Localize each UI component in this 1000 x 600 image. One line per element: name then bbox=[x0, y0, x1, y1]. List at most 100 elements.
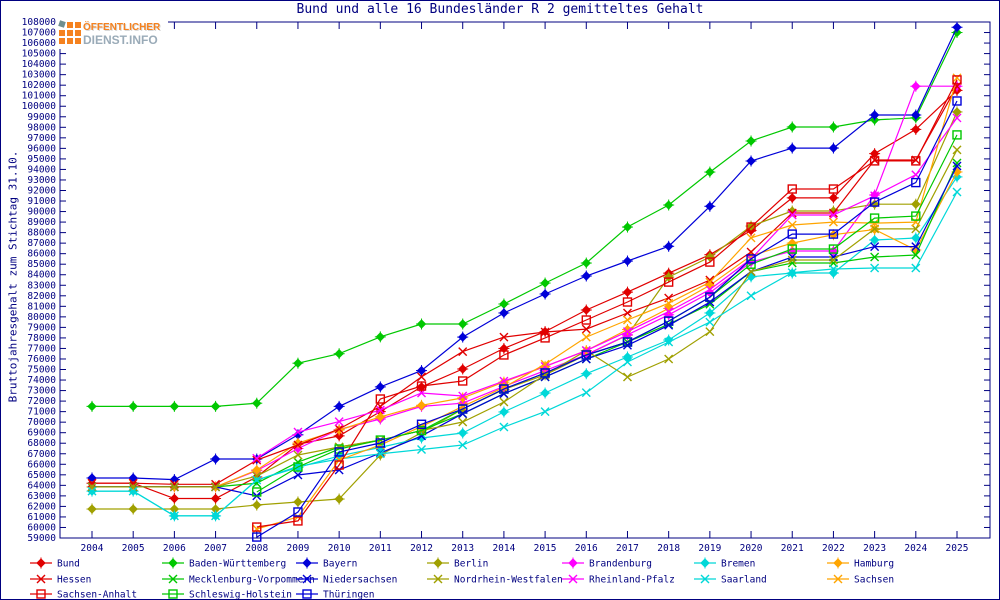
logo-square bbox=[75, 38, 81, 44]
x-tick-label: 2016 bbox=[575, 543, 598, 554]
x-tick-label: 2017 bbox=[616, 543, 639, 554]
y-tick-label: 91000 bbox=[27, 196, 56, 207]
logo-square bbox=[59, 30, 65, 36]
legend-label: Hamburg bbox=[854, 559, 894, 570]
logo-text-line2: DIENST.INFO bbox=[83, 33, 158, 47]
series-sachsen bbox=[252, 73, 962, 534]
legend-label: Brandenburg bbox=[589, 559, 652, 570]
y-tick-label: 72000 bbox=[27, 396, 56, 407]
logo-square bbox=[67, 22, 73, 28]
legend-item-brandenburg: Brandenburg bbox=[562, 557, 652, 570]
series-brandenburg bbox=[86, 80, 963, 493]
y-tick-label: 83000 bbox=[27, 280, 56, 291]
x-tick-label: 2015 bbox=[534, 543, 557, 554]
y-tick-label: 92000 bbox=[27, 185, 56, 196]
x-tick-label: 2019 bbox=[698, 543, 721, 554]
y-tick-label: 97000 bbox=[27, 133, 56, 144]
logo-square bbox=[67, 38, 73, 44]
y-tick-label: 61000 bbox=[27, 512, 56, 523]
y-tick-label: 64000 bbox=[27, 480, 56, 491]
y-tick-label: 107000 bbox=[22, 28, 57, 39]
legend-item-sachsen: Sachsen bbox=[827, 575, 894, 586]
y-tick-label: 59000 bbox=[27, 533, 56, 544]
chart-title: Bund und alle 16 Bundesländer R 2 gemitt… bbox=[296, 2, 704, 17]
legend-label: Thüringen bbox=[323, 590, 374, 600]
y-tick-label: 108000 bbox=[22, 17, 57, 28]
x-tick-label: 2005 bbox=[122, 543, 145, 554]
y-tick-label: 81000 bbox=[27, 301, 56, 312]
x-tick-label: 2012 bbox=[410, 543, 433, 554]
y-tick-label: 68000 bbox=[27, 438, 56, 449]
x-tick-label: 2007 bbox=[204, 543, 227, 554]
y-tick-label: 90000 bbox=[27, 207, 56, 218]
y-tick-label: 88000 bbox=[27, 228, 56, 239]
y-tick-label: 96000 bbox=[27, 143, 56, 154]
y-tick-label: 82000 bbox=[27, 291, 56, 302]
x-tick-label: 2010 bbox=[328, 543, 351, 554]
legend-item-niedersachsen: Niedersachsen bbox=[296, 575, 397, 586]
logo-square bbox=[75, 30, 81, 36]
x-axis: 2004 2005 2006 2007 2008 2009 2010 2011 2012 2013… bbox=[81, 22, 968, 554]
x-tick-label: 2008 bbox=[245, 543, 268, 554]
series-rheinland-pfalz bbox=[252, 113, 962, 463]
y-tick-label: 102000 bbox=[22, 80, 57, 91]
y-tick-label: 95000 bbox=[27, 154, 56, 165]
x-tick-label: 2021 bbox=[781, 543, 804, 554]
legend-label: Niedersachsen bbox=[323, 575, 397, 586]
y-tick-label: 62000 bbox=[27, 501, 56, 512]
legend-label: Schleswig-Holstein bbox=[189, 590, 292, 600]
y-tick-label: 67000 bbox=[27, 449, 56, 460]
x-tick-label: 2018 bbox=[657, 543, 680, 554]
site-logo: ÖFFENTLICHER DIENST.INFO bbox=[56, 19, 168, 49]
y-tick-label: 73000 bbox=[27, 386, 56, 397]
x-tick-label: 2020 bbox=[740, 543, 763, 554]
plot-border bbox=[59, 21, 991, 539]
logo-square-accent bbox=[58, 20, 66, 28]
y-tick-label: 106000 bbox=[22, 38, 57, 49]
axes bbox=[59, 21, 991, 539]
series-hessen bbox=[87, 81, 962, 489]
legend-item-berlin: Berlin bbox=[427, 557, 488, 570]
y-axis: 5900060000610006200063000640006500066000… bbox=[22, 17, 990, 544]
x-tick-label: 2009 bbox=[287, 543, 310, 554]
y-tick-label: 89000 bbox=[27, 217, 56, 228]
x-tick-label: 2006 bbox=[163, 543, 186, 554]
y-tick-label: 60000 bbox=[27, 522, 56, 533]
x-tick-label: 2023 bbox=[863, 543, 886, 554]
legend-label: Hessen bbox=[57, 575, 91, 586]
legend-label: Bund bbox=[57, 559, 80, 570]
y-tick-label: 63000 bbox=[27, 491, 56, 502]
logo-square bbox=[75, 22, 81, 28]
y-tick-label: 98000 bbox=[27, 122, 56, 133]
legend-label: Mecklenburg-Vorpommern bbox=[189, 575, 315, 586]
logo-square bbox=[59, 38, 65, 44]
x-tick-label: 2024 bbox=[904, 543, 927, 554]
legend-label: Sachsen bbox=[854, 575, 894, 586]
logo-squares-icon bbox=[58, 20, 81, 46]
legend-item-hamburg: Hamburg bbox=[827, 557, 894, 570]
y-tick-label: 76000 bbox=[27, 354, 56, 365]
legend-item-rheinland-pfalz: Rheinland-Pfalz bbox=[562, 575, 675, 586]
series-berlin bbox=[86, 106, 963, 515]
legend-label: Bremen bbox=[721, 559, 755, 570]
legend-item-bayern: Bayern bbox=[296, 557, 357, 570]
x-tick-label: 2013 bbox=[451, 543, 474, 554]
y-tick-label: 80000 bbox=[27, 312, 56, 323]
y-tick-label: 87000 bbox=[27, 238, 56, 249]
y-tick-label: 65000 bbox=[27, 470, 56, 481]
legend-item-bund: Bund bbox=[30, 557, 80, 570]
y-tick-label: 86000 bbox=[27, 249, 56, 260]
y-tick-label: 100000 bbox=[22, 101, 57, 112]
x-tick-label: 2014 bbox=[492, 543, 515, 554]
legend-item-mecklenburg-vorpommern: Mecklenburg-Vorpommern bbox=[162, 575, 315, 586]
y-tick-label: 93000 bbox=[27, 175, 56, 186]
legend-label: Berlin bbox=[454, 559, 488, 570]
legend-label: Bayern bbox=[323, 559, 357, 570]
logo-text-line1: ÖFFENTLICHER bbox=[83, 22, 161, 33]
legend-label: Sachsen-Anhalt bbox=[57, 590, 137, 600]
legend-label: Saarland bbox=[721, 575, 767, 586]
legend-label: Rheinland-Pfalz bbox=[589, 575, 675, 586]
legend-item-sachsen-anhalt: Sachsen-Anhalt bbox=[30, 589, 137, 600]
